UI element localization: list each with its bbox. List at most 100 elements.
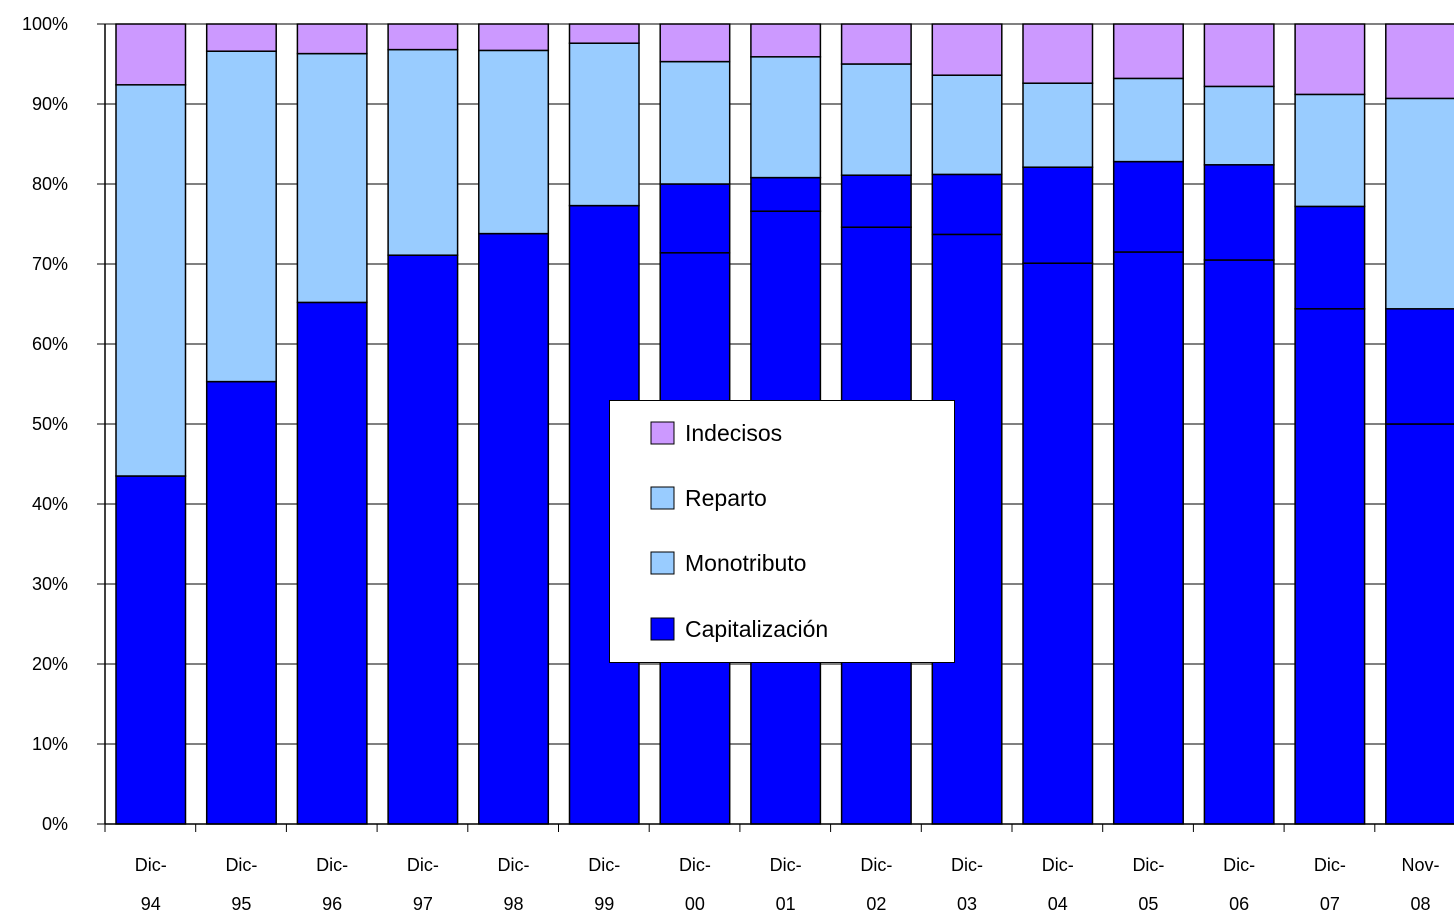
- x-tick-label: 96: [322, 894, 342, 913]
- bar-segment-reparto: [1294, 93, 1366, 208]
- legend-label: Reparto: [685, 485, 767, 511]
- bar-segment-indecisos: [205, 23, 277, 52]
- legend-swatch: [650, 421, 675, 445]
- x-tick-label: Dic-: [1042, 855, 1074, 875]
- x-tick-label: Dic-: [588, 855, 620, 875]
- y-tick-label: 0%: [42, 814, 68, 834]
- bar-segment-reparto: [478, 49, 550, 235]
- bar-segment-reparto: [1022, 82, 1094, 168]
- bar-segment-reparto: [1112, 77, 1184, 163]
- x-tick-label: 00: [685, 894, 705, 913]
- x-tick-label: 06: [1229, 894, 1249, 913]
- x-tick-label: 95: [231, 894, 251, 913]
- bar-segment-monotributo: [750, 176, 822, 212]
- bar-segment-reparto: [296, 52, 368, 304]
- x-tick-label: 97: [413, 894, 433, 913]
- x-tick-label: Dic-: [316, 855, 348, 875]
- y-tick-label: 90%: [32, 94, 68, 114]
- y-tick-label: 60%: [32, 334, 68, 354]
- legend-label: Monotributo: [685, 550, 806, 576]
- y-tick-label: 50%: [32, 414, 68, 434]
- x-tick-label: Dic-: [225, 855, 257, 875]
- bar-segment-indecisos: [478, 23, 550, 52]
- bar-segment-reparto: [931, 74, 1003, 176]
- x-tick-label: Dic-: [1132, 855, 1164, 875]
- x-tick-label: 02: [866, 894, 886, 913]
- bar-segment-monotributo: [840, 174, 912, 228]
- y-tick-label: 30%: [32, 574, 68, 594]
- x-tick-label: 94: [141, 894, 161, 913]
- x-tick-label: 03: [957, 894, 977, 913]
- bar-segment-capitalización: [1022, 262, 1094, 825]
- bar-segment-reparto: [205, 50, 277, 383]
- bar-segment-indecisos: [568, 23, 640, 44]
- legend: Indecisos Reparto Monotributo Capitalizació…: [609, 400, 955, 663]
- legend-swatch: [650, 551, 675, 575]
- bar-segment-reparto: [568, 42, 640, 207]
- bar-segment-reparto: [659, 60, 731, 185]
- x-tick-label: Dic-: [407, 855, 439, 875]
- x-tick-label: 99: [594, 894, 614, 913]
- bar-segment-capitalización: [205, 380, 277, 825]
- y-tick-label: 40%: [32, 494, 68, 514]
- bar-segment-monotributo: [1112, 160, 1184, 253]
- bar-segment-monotributo: [931, 173, 1003, 236]
- bar-segment-reparto: [750, 56, 822, 179]
- x-tick-label: Dic-: [860, 855, 892, 875]
- x-tick-label: Dic-: [770, 855, 802, 875]
- bar-segment-indecisos: [1385, 23, 1454, 100]
- bar-segment-indecisos: [296, 23, 368, 55]
- bar-segment-capitalización: [115, 475, 187, 825]
- x-tick-label: Dic-: [679, 855, 711, 875]
- legend-label: Capitalización: [685, 616, 828, 642]
- bar-segment-reparto: [1385, 97, 1454, 310]
- x-tick-label: Dic-: [1314, 855, 1346, 875]
- y-tick-label: 100%: [22, 14, 68, 34]
- bar-segment-indecisos: [1112, 23, 1184, 80]
- bar-segment-reparto: [387, 48, 459, 256]
- bar-segment-indecisos: [115, 23, 187, 86]
- bar-segment-monotributo: [1203, 164, 1275, 261]
- x-tick-labels: Dic- 94 Dic- 95 Dic- 96 Dic- 97 Dic- 98 Dic- 99 Dic-…: [135, 855, 1440, 913]
- bar-segment-monotributo: [1294, 205, 1366, 310]
- x-tick-label: Dic-: [498, 855, 530, 875]
- bar-segment-indecisos: [1203, 23, 1275, 88]
- bar-segment-capitalización: [478, 232, 550, 825]
- bar-segment-capitalización: [1203, 259, 1275, 825]
- axes: [97, 23, 1454, 832]
- legend-swatch: [650, 617, 675, 641]
- bar-segment-reparto: [840, 63, 912, 176]
- y-tick-label: 20%: [32, 654, 68, 674]
- x-tick-label: Dic-: [135, 855, 167, 875]
- x-tick-label: Dic-: [951, 855, 983, 875]
- x-tick-label: 01: [776, 894, 796, 913]
- bar-segment-capitalización: [1294, 308, 1366, 825]
- bar-segment-monotributo: [1022, 166, 1094, 264]
- bar-segment-indecisos: [931, 23, 1003, 76]
- bar-segment-monotributo: [659, 183, 731, 254]
- y-tick-label: 70%: [32, 254, 68, 274]
- bar-segment-capitalización: [1385, 423, 1454, 825]
- bar-segment-indecisos: [1294, 23, 1366, 96]
- bar-segment-indecisos: [750, 23, 822, 58]
- bar-segment-reparto: [115, 84, 187, 477]
- bar-segment-capitalización: [387, 254, 459, 825]
- y-tick-label: 80%: [32, 174, 68, 194]
- x-tick-label: 08: [1411, 894, 1431, 913]
- bar-segment-indecisos: [840, 23, 912, 65]
- x-tick-label: 98: [504, 894, 524, 913]
- bar-segment-indecisos: [1022, 23, 1094, 84]
- x-tick-label: 05: [1138, 894, 1158, 913]
- bar-segment-capitalización: [1112, 251, 1184, 825]
- bars: [115, 23, 1454, 825]
- bar-segment-reparto: [1203, 85, 1275, 166]
- legend-swatch: [650, 486, 675, 510]
- bar-segment-monotributo: [1385, 308, 1454, 425]
- x-tick-label: 04: [1048, 894, 1068, 913]
- x-tick-label: 07: [1320, 894, 1340, 913]
- bar-segment-capitalización: [296, 301, 368, 825]
- y-tick-labels: 0% 10% 20% 30% 40% 50% 60% 70% 80% 90% 100%: [22, 14, 68, 834]
- bar-segment-indecisos: [659, 23, 731, 63]
- legend-label: Indecisos: [685, 420, 782, 446]
